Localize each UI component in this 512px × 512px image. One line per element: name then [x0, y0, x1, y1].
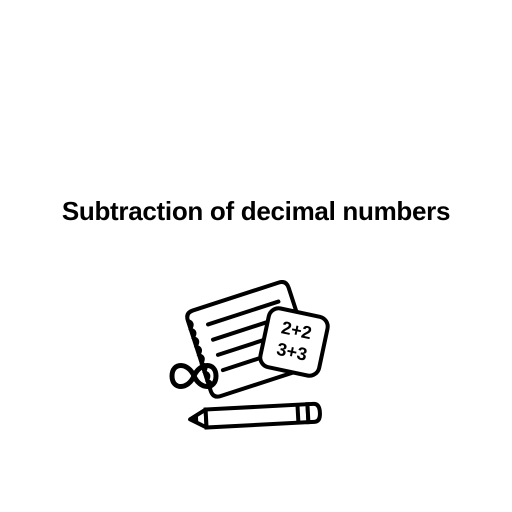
pencil-icon [190, 404, 321, 429]
page-title: Subtraction of decimal numbers [0, 196, 512, 227]
math-illustration-svg: 2+2 3+3 [146, 280, 366, 450]
math-illustration: 2+2 3+3 [0, 280, 512, 450]
math-note-card: 2+2 3+3 [258, 306, 329, 377]
